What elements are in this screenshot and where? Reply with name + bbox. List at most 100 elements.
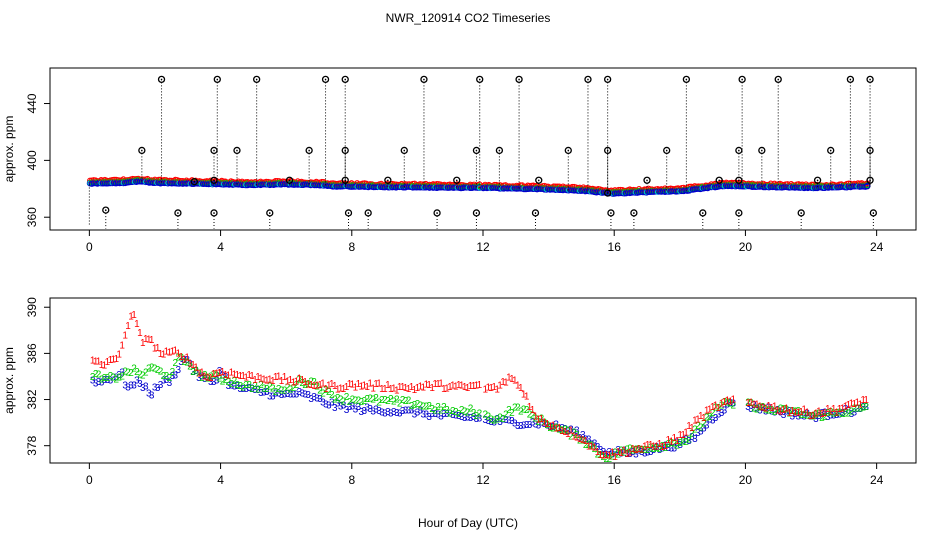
series-2-marker: 2 (311, 377, 317, 388)
series-3-marker: 3 (577, 433, 583, 444)
series-3-marker: 3 (385, 407, 391, 418)
series-1-marker: 1 (450, 381, 456, 392)
series-3-marker: 3 (710, 416, 716, 427)
series-2-marker: 2 (261, 384, 267, 395)
series-1-marker: 1 (790, 406, 796, 417)
outlier-point-center (587, 78, 589, 81)
series-1-marker: 1 (423, 379, 429, 390)
series-2-marker: 2 (627, 444, 633, 455)
series-3-marker: 3 (116, 370, 122, 381)
series-2-marker: 2 (763, 404, 769, 415)
series-2-marker: 2 (500, 414, 506, 425)
series-3-marker: 3 (421, 410, 427, 421)
outlier-point (866, 176, 874, 184)
series-2-marker: 2 (642, 445, 648, 456)
series-3-marker: 3 (137, 379, 143, 390)
series-1-marker: 1 (432, 379, 438, 390)
series-3-marker: 3 (415, 408, 421, 419)
series-1-marker: 1 (542, 418, 548, 429)
outlier-point (604, 189, 612, 197)
series-1-marker: 1 (122, 331, 128, 342)
series-2-marker: 2 (728, 398, 734, 409)
series-3-marker: 3 (810, 411, 816, 422)
outlier-point-center (816, 179, 819, 182)
series-3-marker: 3 (731, 399, 737, 410)
outlier-point (797, 209, 805, 217)
outlier-point (735, 146, 743, 155)
series-1-marker: 1 (229, 368, 235, 379)
series-2-marker: 2 (447, 408, 453, 419)
y-axis-label: approx. ppm (2, 116, 16, 183)
series-2-marker: 2 (695, 421, 701, 432)
series-3-marker: 3 (240, 384, 246, 395)
outlier-point (233, 146, 241, 155)
series-3-marker: 3 (459, 412, 465, 423)
series-1-marker: 1 (299, 375, 305, 386)
series-1-marker: 1 (456, 380, 462, 391)
series-1-marker: 1 (305, 379, 311, 390)
outlier-point-center (213, 149, 215, 152)
series-1-marker: 1 (143, 334, 149, 345)
outlier-point-center (268, 212, 271, 214)
outlier-point (305, 146, 313, 155)
series-1-marker: 1 (291, 378, 297, 389)
outlier-point-center (475, 212, 478, 214)
series-2-marker: 2 (648, 442, 654, 453)
series-1-marker: 1 (338, 384, 344, 395)
series-3: 3333333333333333333333333333333333333333… (90, 355, 869, 461)
series-3-marker: 3 (279, 390, 285, 401)
series-2-marker: 2 (361, 396, 367, 407)
series-1-marker: 1 (530, 405, 536, 416)
series-1-marker: 1 (527, 402, 533, 413)
series-3-marker: 3 (521, 420, 527, 431)
series-3-marker: 3 (285, 389, 291, 400)
series-3-marker: 3 (409, 405, 415, 416)
series-2-marker: 2 (237, 381, 243, 392)
series-3-marker: 3 (193, 366, 199, 377)
series-2-marker: 2 (270, 383, 276, 394)
series-2-marker: 2 (483, 410, 489, 421)
outlier-point (285, 176, 294, 184)
series-2-marker: 2 (553, 423, 559, 434)
series-3-marker: 3 (545, 420, 551, 431)
series-1-marker: 1 (217, 368, 223, 379)
outlier-point (813, 176, 822, 184)
series-1-marker: 1 (654, 442, 660, 453)
series-2-marker: 2 (113, 374, 119, 385)
series-3-marker: 3 (261, 388, 267, 399)
series-2-marker: 2 (731, 401, 737, 412)
outlier-point-center (478, 78, 481, 81)
series-1-marker: 1 (524, 392, 530, 403)
x-tick-label: 16 (608, 240, 622, 254)
series-3-marker: 3 (852, 408, 858, 419)
y-tick-label: 390 (25, 297, 39, 317)
series-1-marker: 1 (621, 446, 627, 457)
series-3-marker: 3 (728, 398, 734, 409)
series-3-marker: 3 (122, 380, 128, 391)
series-2-marker: 2 (308, 376, 314, 387)
series-3-marker: 3 (406, 405, 412, 416)
series-3-marker: 3 (654, 442, 660, 453)
series-1-marker: 1 (279, 376, 285, 387)
series-2-marker: 2 (229, 379, 235, 390)
x-tick-label: 12 (476, 240, 490, 254)
series-3-marker: 3 (134, 375, 140, 386)
series-3-marker: 3 (450, 410, 456, 421)
series-2-marker: 2 (586, 440, 592, 451)
series-3-marker: 3 (657, 445, 663, 456)
series-1-marker: 1 (674, 436, 680, 447)
series-3-marker: 3 (347, 402, 353, 413)
series-3-marker: 3 (190, 367, 196, 378)
series-2-marker: 2 (840, 409, 846, 420)
series-1-marker: 1 (784, 404, 790, 415)
series-1-marker: 1 (152, 343, 158, 354)
series-3-marker: 3 (580, 430, 586, 441)
series-1-marker: 1 (196, 369, 202, 380)
series-2-marker: 2 (630, 445, 636, 456)
series-2-marker: 2 (211, 370, 217, 381)
series-3-marker: 3 (447, 409, 453, 420)
series-3-marker: 3 (686, 436, 692, 447)
series-3-marker: 3 (813, 414, 819, 425)
series-1-marker: 1 (855, 398, 861, 409)
